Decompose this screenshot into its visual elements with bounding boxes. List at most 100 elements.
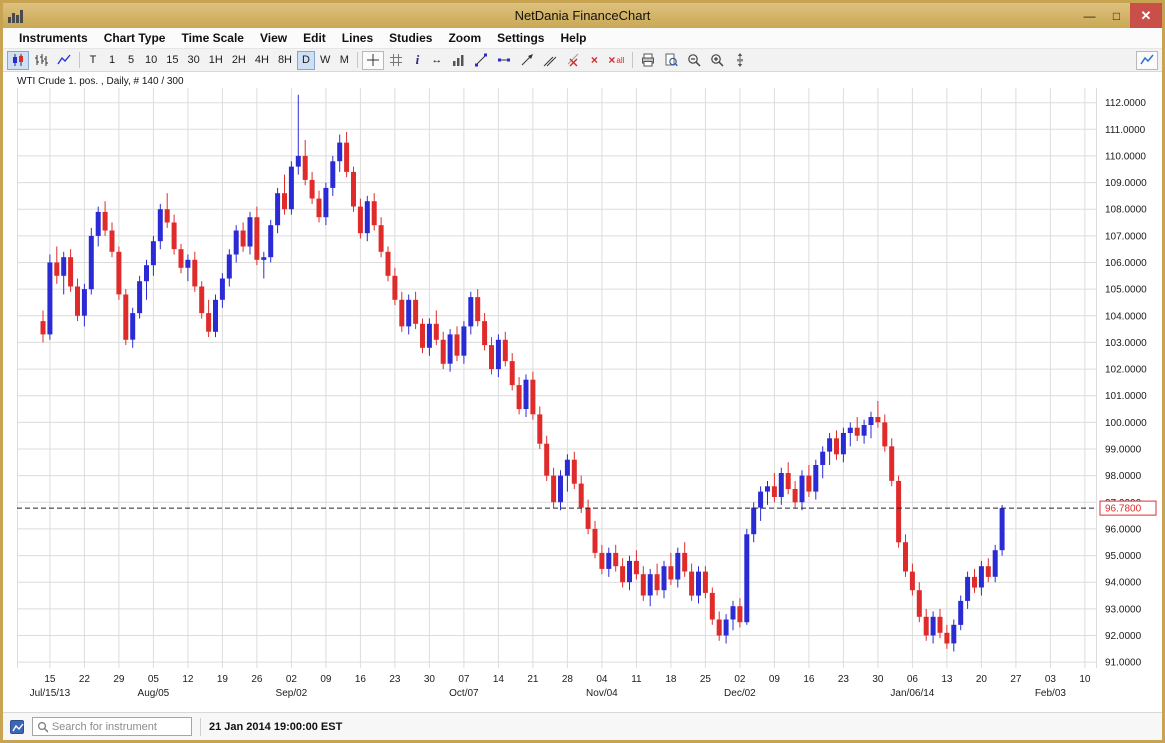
trendline-button[interactable] <box>470 51 492 70</box>
zoom-out-button[interactable] <box>683 51 705 70</box>
svg-text:105.0000: 105.0000 <box>1105 285 1147 296</box>
menu-help[interactable]: Help <box>560 31 587 45</box>
svg-text:94.0000: 94.0000 <box>1105 578 1142 589</box>
timeframe-1[interactable]: 1 <box>108 54 116 66</box>
svg-text:95.0000: 95.0000 <box>1105 551 1142 562</box>
svg-text:12: 12 <box>182 674 194 685</box>
svg-text:99.0000: 99.0000 <box>1105 445 1142 456</box>
timeframe-1H[interactable]: 1H <box>208 54 223 66</box>
timeframe-D[interactable]: D <box>297 50 315 70</box>
svg-text:25: 25 <box>700 674 712 685</box>
info-button[interactable]: i <box>408 51 426 70</box>
menubar: Instruments Chart Type Time Scale View E… <box>3 28 1162 49</box>
svg-text:21: 21 <box>527 674 539 685</box>
delete-all-lines-button[interactable]: × all <box>608 53 625 67</box>
horizontal-line-button[interactable] <box>493 51 515 70</box>
timeframe-4H[interactable]: 4H <box>254 54 269 66</box>
svg-text:96.0000: 96.0000 <box>1105 524 1142 535</box>
svg-text:Dec/02: Dec/02 <box>724 688 756 699</box>
delete-icon: × <box>590 53 598 67</box>
menu-studies[interactable]: Studies <box>389 31 433 45</box>
chart-instrument-label: WTI Crude 1. pos. , Daily, # 140 / 300 <box>17 76 184 87</box>
timeframe-8H[interactable]: 8H <box>277 54 292 66</box>
search-input[interactable] <box>51 720 187 733</box>
svg-text:93.0000: 93.0000 <box>1105 604 1142 615</box>
svg-text:Feb/03: Feb/03 <box>1035 688 1067 699</box>
svg-text:11: 11 <box>631 674 642 685</box>
menu-time-scale[interactable]: Time Scale <box>181 31 244 45</box>
trendline-ray-button[interactable] <box>516 51 538 70</box>
horizontal-pan-button[interactable]: ↔ <box>427 51 446 70</box>
instrument-chart-icon[interactable] <box>10 719 24 734</box>
menu-settings[interactable]: Settings <box>497 31 545 45</box>
print-button[interactable] <box>637 51 659 70</box>
menu-zoom[interactable]: Zoom <box>448 31 482 45</box>
chart-type-bar-button[interactable] <box>30 51 52 70</box>
zoom-in-button[interactable] <box>706 51 728 70</box>
svg-text:111.0000: 111.0000 <box>1105 125 1146 136</box>
svg-text:02: 02 <box>734 674 746 685</box>
timeframe-10[interactable]: 10 <box>145 54 158 66</box>
svg-text:106.0000: 106.0000 <box>1105 258 1147 269</box>
svg-text:15: 15 <box>44 674 56 685</box>
svg-text:06: 06 <box>907 674 919 685</box>
svg-text:23: 23 <box>389 674 401 685</box>
svg-text:20: 20 <box>976 674 988 685</box>
svg-text:96.7800: 96.7800 <box>1105 504 1142 515</box>
svg-text:107.0000: 107.0000 <box>1105 231 1147 242</box>
svg-text:103.0000: 103.0000 <box>1105 338 1147 349</box>
candlestick-chart[interactable]: 91.0000 92.0000 93.0000 94.0000 95.0000 96.00… <box>17 88 1162 706</box>
timeframe-W[interactable]: W <box>320 54 331 66</box>
grid-button[interactable] <box>385 51 407 70</box>
new-chart-button[interactable] <box>1136 50 1158 70</box>
timeframe-2H[interactable]: 2H <box>231 54 246 66</box>
toolbar: T 1 5 10 15 30 1H 2H 4H 8H D W M i ↔ <box>3 49 1162 72</box>
toolbar-separator <box>79 52 80 68</box>
timeframe-15[interactable]: 15 <box>166 54 179 66</box>
svg-text:108.0000: 108.0000 <box>1105 205 1147 216</box>
print-preview-button[interactable] <box>660 51 682 70</box>
svg-text:101.0000: 101.0000 <box>1105 391 1147 402</box>
svg-text:Aug/05: Aug/05 <box>138 688 170 699</box>
maximize-button[interactable]: □ <box>1112 8 1121 23</box>
svg-text:02: 02 <box>286 674 298 685</box>
chart-type-candlestick-button[interactable] <box>7 50 29 70</box>
minimize-button[interactable]: — <box>1083 8 1096 23</box>
svg-text:30: 30 <box>424 674 436 685</box>
app-icon <box>8 9 24 23</box>
volume-button[interactable] <box>447 51 469 70</box>
candles <box>40 94 1005 652</box>
svg-text:109.0000: 109.0000 <box>1105 178 1147 189</box>
value-scale-button[interactable] <box>729 51 751 70</box>
price-chart[interactable]: 91.0000 92.0000 93.0000 94.0000 95.0000 96.00… <box>3 88 1162 711</box>
timeframe-5[interactable]: 5 <box>127 54 135 66</box>
svg-text:98.0000: 98.0000 <box>1105 471 1142 482</box>
timeframe-30[interactable]: 30 <box>187 54 200 66</box>
remove-line-button[interactable] <box>562 51 584 70</box>
svg-text:13: 13 <box>941 674 953 685</box>
menu-edit[interactable]: Edit <box>303 31 326 45</box>
search-box[interactable] <box>32 717 192 736</box>
printer-icon <box>642 53 655 67</box>
svg-text:27: 27 <box>1010 674 1022 685</box>
svg-text:92.0000: 92.0000 <box>1105 631 1142 642</box>
search-icon <box>37 721 48 732</box>
close-button[interactable]: ✕ <box>1130 3 1162 28</box>
titlebar[interactable]: NetDania FinanceChart — □ ✕ <box>3 3 1162 28</box>
menu-chart-type[interactable]: Chart Type <box>103 31 166 45</box>
svg-text:04: 04 <box>596 674 608 685</box>
crosshair-button[interactable] <box>362 50 385 70</box>
timeframe-M[interactable]: M <box>339 54 349 66</box>
svg-text:29: 29 <box>113 674 125 685</box>
svg-text:09: 09 <box>769 674 781 685</box>
chart-type-line-button[interactable] <box>53 51 75 70</box>
svg-text:91.0000: 91.0000 <box>1105 658 1142 669</box>
menu-instruments[interactable]: Instruments <box>19 31 88 45</box>
menu-lines[interactable]: Lines <box>341 31 374 45</box>
timeframe-T[interactable]: T <box>89 54 97 66</box>
delete-line-button[interactable]: × <box>585 51 603 70</box>
svg-text:30: 30 <box>872 674 884 685</box>
svg-text:104.0000: 104.0000 <box>1105 311 1147 322</box>
trend-channel-button[interactable] <box>539 51 561 70</box>
menu-view[interactable]: View <box>259 31 288 45</box>
